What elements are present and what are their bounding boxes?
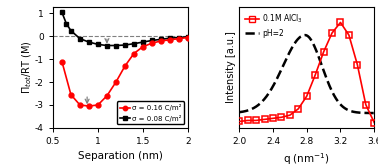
Legend: σ = 0.16 C/m², σ = 0.08 C/m²: σ = 0.16 C/m², σ = 0.08 C/m² [117, 101, 184, 124]
Y-axis label: Intensity [a.u.]: Intensity [a.u.] [226, 31, 237, 103]
Legend: 0.1M AlCl$_3$, pH=2: 0.1M AlCl$_3$, pH=2 [243, 10, 305, 40]
Y-axis label: Π$_{tot}$/RT (M): Π$_{tot}$/RT (M) [20, 41, 34, 94]
X-axis label: q (nm$^{-1}$): q (nm$^{-1}$) [283, 151, 330, 166]
X-axis label: Separation (nm): Separation (nm) [78, 151, 163, 161]
